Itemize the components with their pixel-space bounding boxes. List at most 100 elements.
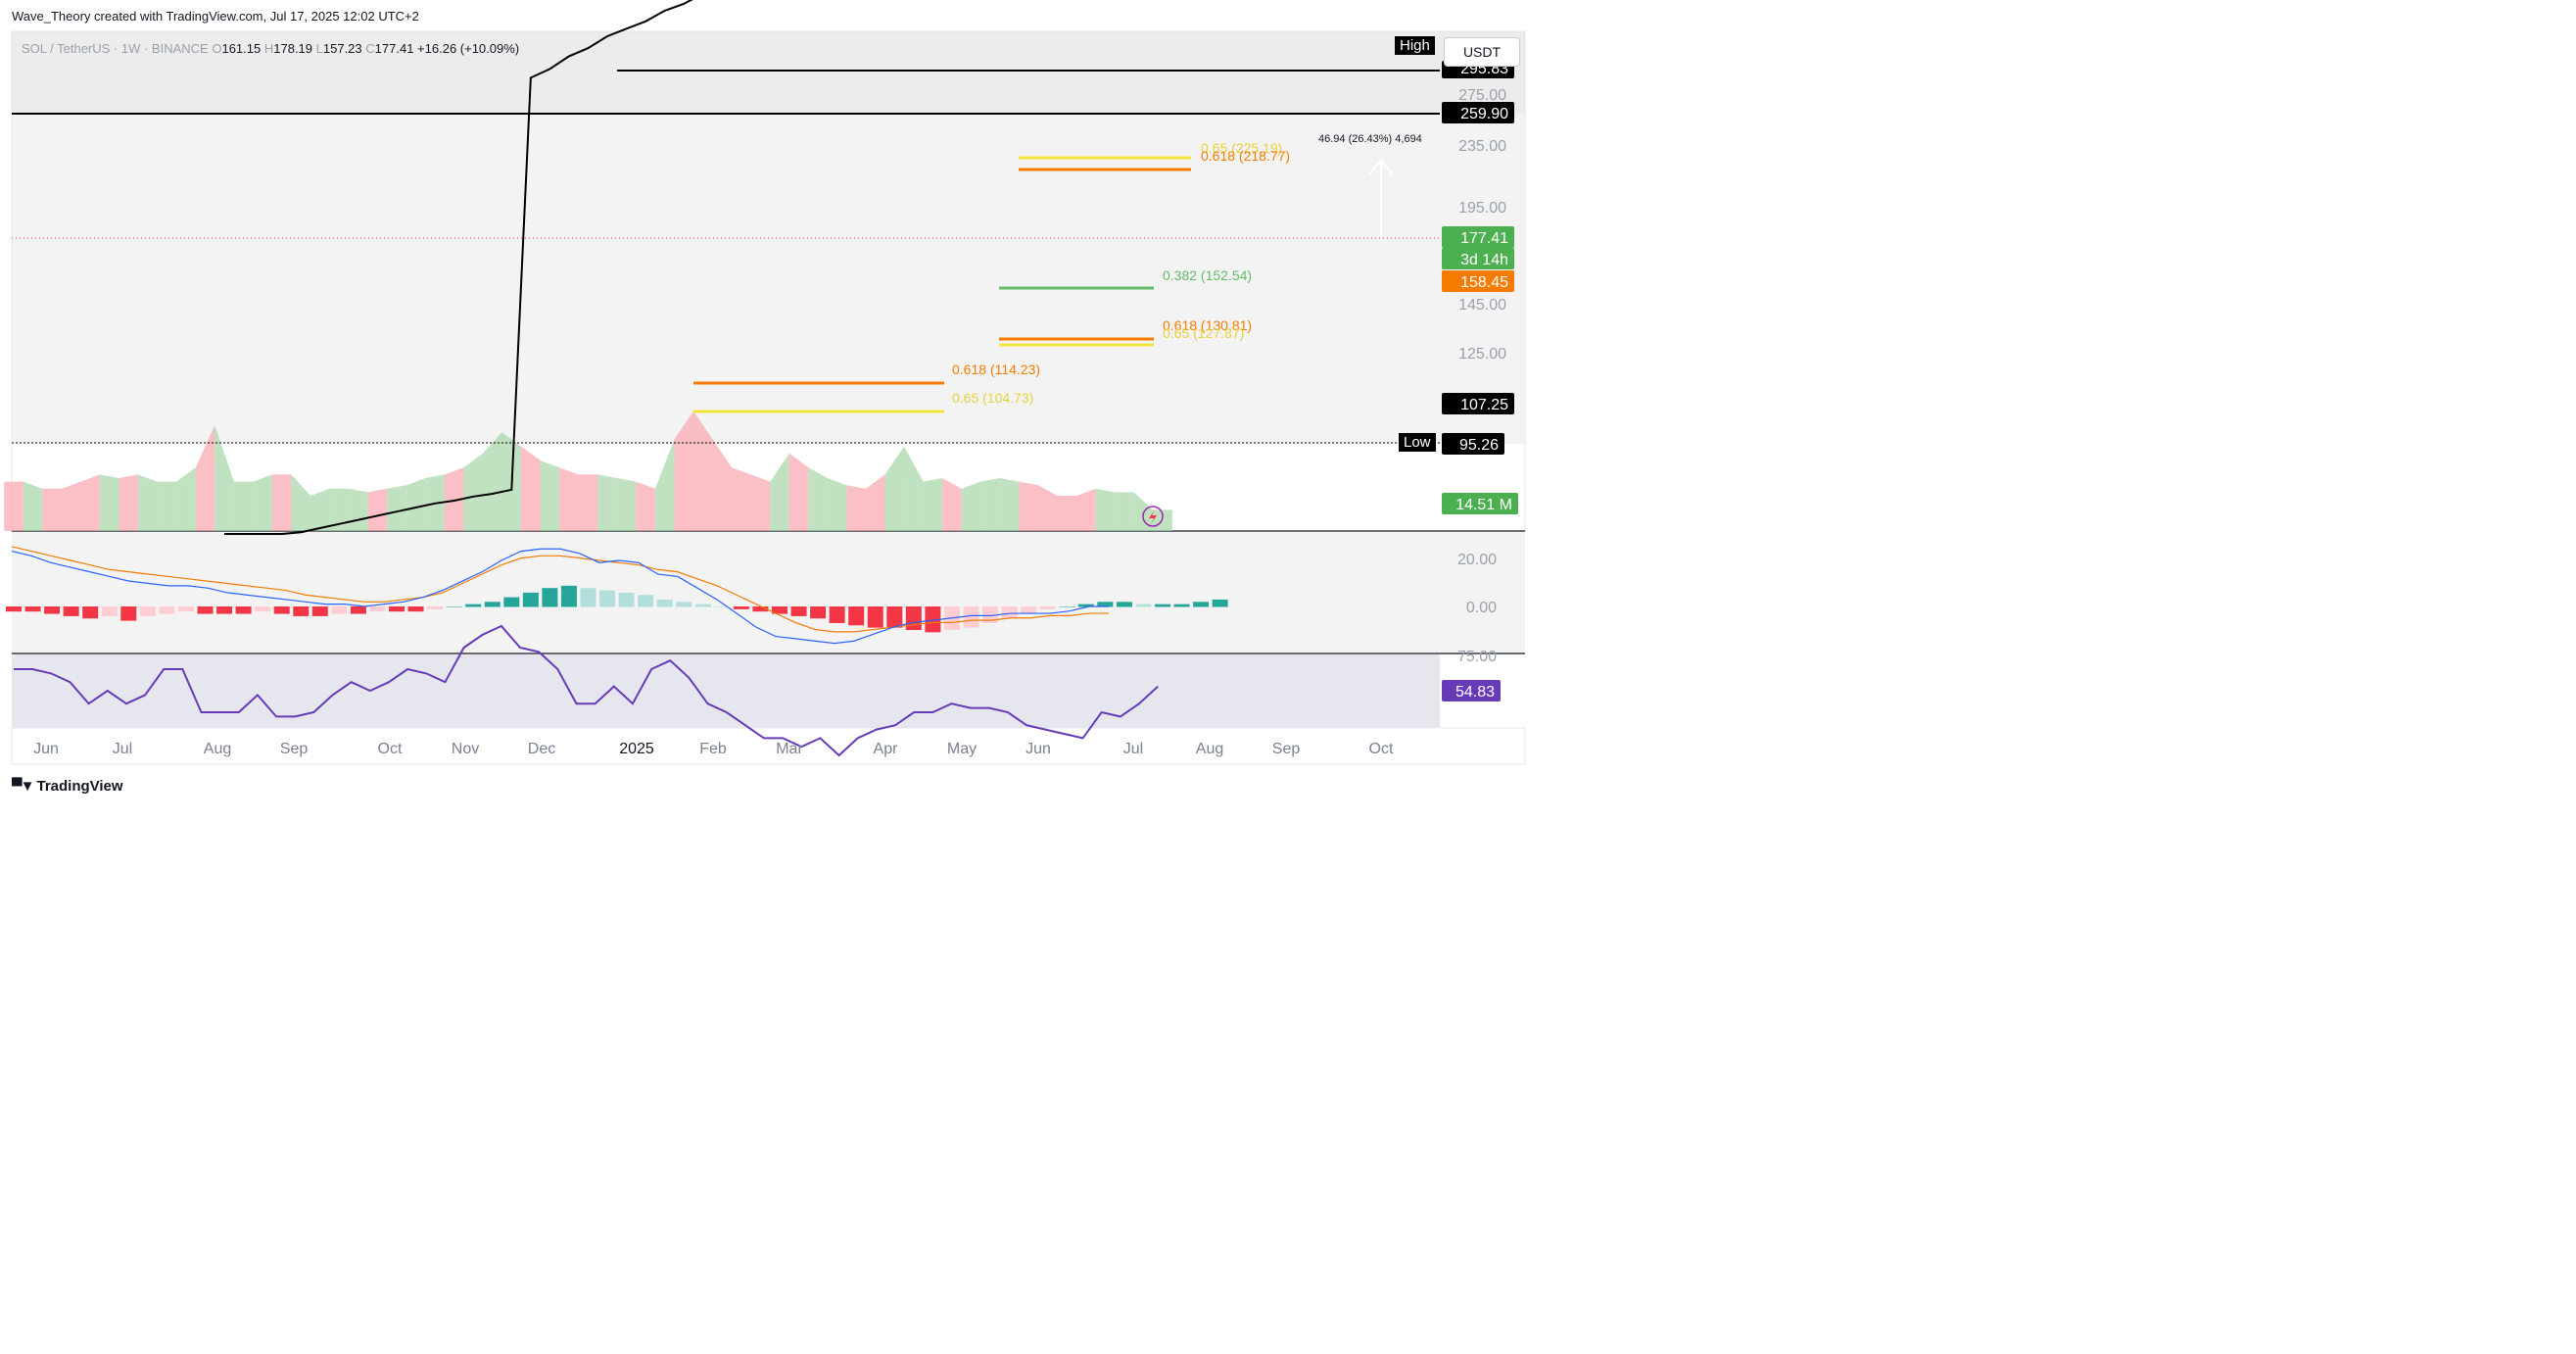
macd-histogram-bar xyxy=(752,606,769,612)
moving-averages xyxy=(224,0,693,535)
macd-histogram-bar xyxy=(676,602,692,607)
time-axis-label: Apr xyxy=(874,741,899,757)
macd-histogram-bar xyxy=(772,606,787,614)
volume-bar xyxy=(215,425,234,531)
currency-button[interactable]: USDT xyxy=(1444,37,1520,67)
volume-bar xyxy=(367,488,388,531)
price-axis-tick: 145.00 xyxy=(1458,297,1506,314)
macd-histogram-bar xyxy=(1077,604,1094,607)
volume-bar xyxy=(444,467,464,531)
volume-bar xyxy=(195,425,215,531)
fib-label: 0.618 (114.23) xyxy=(952,362,1040,377)
macd-histogram-bar xyxy=(905,606,922,630)
volume-bar xyxy=(693,411,713,531)
volume-bar xyxy=(712,439,733,531)
rsi-value-label-bg xyxy=(1442,680,1501,701)
macd-histogram-bar xyxy=(82,606,99,619)
time-axis-label: Jul xyxy=(113,741,132,757)
open-label: O xyxy=(212,41,222,56)
macd-histogram-bar xyxy=(829,606,845,623)
volume-bar xyxy=(387,485,406,531)
volume-label-bg xyxy=(1442,493,1518,514)
volume-bar xyxy=(980,478,1000,531)
symbol-legend: SOL / TetherUS · 1W · BINANCE O161.15 H1… xyxy=(22,41,519,56)
macd-histogram-bar xyxy=(925,606,941,633)
close-label: C xyxy=(365,41,375,56)
volume-bar xyxy=(578,474,598,531)
fib-label: 0.65 (104.73) xyxy=(952,390,1033,406)
macd-histogram-bar xyxy=(407,606,424,612)
macd-histogram-bar xyxy=(389,606,405,612)
time-axis-label: Sep xyxy=(280,741,309,757)
macd-histogram-bar xyxy=(6,606,22,612)
volume-bar xyxy=(770,453,789,531)
volume-bar xyxy=(674,411,694,531)
volume-bar xyxy=(750,474,771,531)
time-axis-label: Aug xyxy=(1196,741,1223,757)
volume-bar xyxy=(1115,492,1134,531)
low-price-label: 95.26 xyxy=(1459,437,1499,454)
macd-histogram-bar xyxy=(216,606,233,614)
flash-icon xyxy=(1142,506,1164,527)
volume-bar xyxy=(157,481,177,531)
macd-histogram-bar xyxy=(1135,604,1152,607)
open-value: 161.15 xyxy=(221,41,262,56)
resistance-price-label-bg xyxy=(1442,102,1514,123)
time-axis-label: Sep xyxy=(1272,741,1301,757)
macd-histogram-bar xyxy=(139,606,156,616)
ema50-price-label: 158.45 xyxy=(1460,274,1508,291)
macd-histogram-bar xyxy=(311,606,328,616)
current-price-label-bg xyxy=(1442,226,1514,248)
flash-icon-bolt xyxy=(1149,509,1157,524)
price-axis-tick: 195.00 xyxy=(1458,200,1506,217)
macd-histogram-bar xyxy=(1212,599,1228,607)
macd-histogram-bar xyxy=(848,606,865,626)
price-axis-tick: 125.00 xyxy=(1458,346,1506,363)
low-badge: Low xyxy=(1399,433,1436,452)
time-axis-label: Jun xyxy=(1026,741,1051,757)
time-axis-bg xyxy=(11,727,1526,765)
chart-credit: Wave_Theory created with TradingView.com… xyxy=(12,9,419,24)
volume-bar xyxy=(349,488,368,531)
volume-bar xyxy=(827,478,847,531)
volume-bar xyxy=(597,474,617,531)
macd-histogram-bar xyxy=(1001,606,1018,619)
macd-histogram-bar xyxy=(101,606,118,616)
time-axis-label: Aug xyxy=(204,741,231,757)
mid-range-shade xyxy=(12,114,1525,444)
macd-histogram-bar xyxy=(580,588,596,607)
volume-bar xyxy=(846,485,866,531)
time-axis-label: Jul xyxy=(1123,741,1143,757)
volume-bar xyxy=(788,453,809,531)
tradingview-logo[interactable]: ▀▼ TradingView xyxy=(12,778,123,795)
macd-histogram-bar xyxy=(522,592,539,607)
symbol-name: SOL / TetherUS · 1W · BINANCE xyxy=(22,41,209,56)
volume-bar xyxy=(1019,481,1038,531)
volume-bar xyxy=(1153,509,1172,531)
macd-histogram-bar xyxy=(350,606,366,614)
macd-axis-tick: 0.00 xyxy=(1466,600,1497,616)
volume-bar xyxy=(808,467,828,531)
ema-200-line xyxy=(224,0,693,535)
current-price-label: 177.41 xyxy=(1460,230,1508,247)
rsi-axis-tick: 75.00 xyxy=(1457,649,1497,665)
ema200-price-label-bg xyxy=(1442,393,1514,414)
macd-histogram-bar xyxy=(24,606,41,612)
macd-histogram-bar xyxy=(1039,606,1056,609)
chart-canvas[interactable]: 0.65 (225.19)0.618 (218.77) 0.382 (152.54… xyxy=(0,0,1530,807)
volume-bar xyxy=(310,488,330,531)
volume-bar xyxy=(999,478,1020,531)
volume-bar xyxy=(654,439,675,531)
time-axis-label: Oct xyxy=(378,741,403,757)
time-axis-label: Jun xyxy=(33,741,59,757)
macd-pane-bg xyxy=(12,532,1525,653)
measure-label: 46.94 (26.43%) 4,694 xyxy=(1318,133,1422,145)
volume-label: 14.51 M xyxy=(1455,497,1512,513)
macd-histogram-bar xyxy=(810,606,827,619)
fib-label: 0.65 (127.87) xyxy=(1163,325,1244,341)
volume-bar xyxy=(291,474,311,531)
macd-histogram-bar xyxy=(656,599,673,607)
low-price-label-bg xyxy=(1442,433,1504,455)
time-axis-label: 2025 xyxy=(619,741,654,757)
